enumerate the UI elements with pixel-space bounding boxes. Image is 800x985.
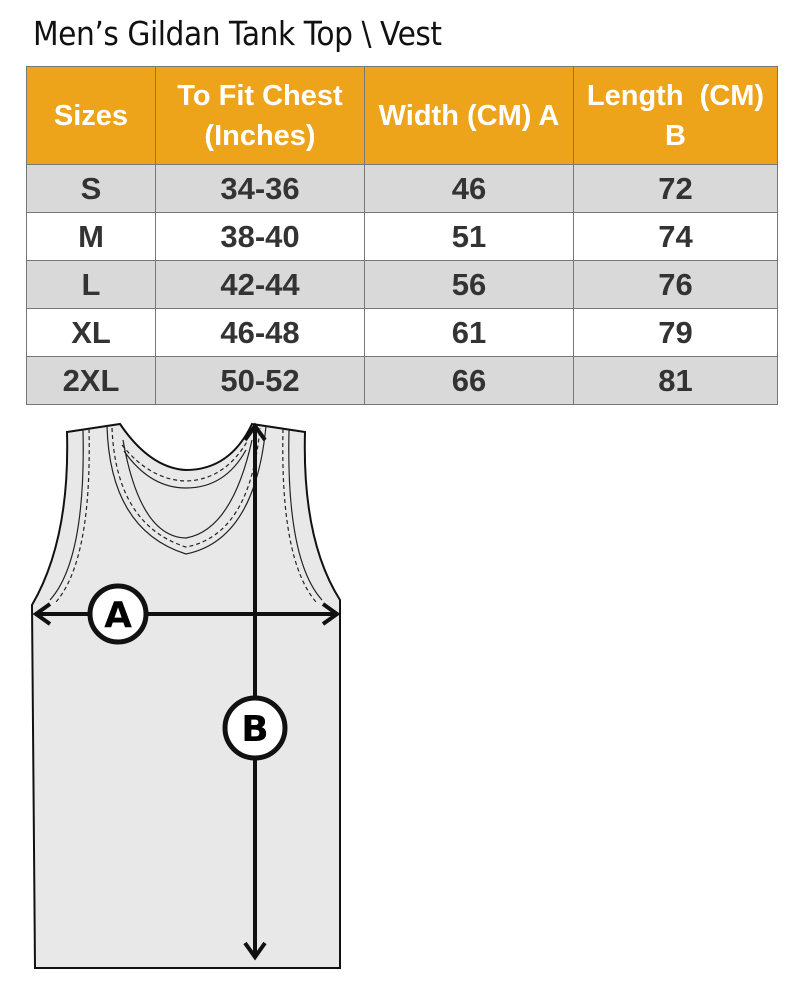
table-row: XL 46-48 61 79 bbox=[26, 308, 778, 357]
cell-chest: 34-36 bbox=[155, 164, 365, 213]
cell-width: 66 bbox=[364, 356, 574, 405]
table-header-row: Sizes To Fit Chest (Inches) Width (CM) A … bbox=[26, 66, 778, 165]
cell-length: 76 bbox=[573, 260, 778, 309]
width-arrow-a bbox=[32, 602, 341, 626]
cell-size: S bbox=[26, 164, 156, 213]
page-title: Men’s Gildan Tank Top \ Vest bbox=[33, 14, 442, 53]
label-b-circle bbox=[222, 695, 288, 761]
header-length: Length (CM) B bbox=[573, 66, 778, 165]
cell-size: XL bbox=[26, 308, 156, 357]
cell-length: 81 bbox=[573, 356, 778, 405]
tank-top-outline bbox=[30, 422, 341, 969]
cell-width: 61 bbox=[364, 308, 574, 357]
label-a: A bbox=[104, 595, 132, 636]
cell-length: 74 bbox=[573, 212, 778, 261]
cell-width: 56 bbox=[364, 260, 574, 309]
cell-size: 2XL bbox=[26, 356, 156, 405]
size-chart-table: Sizes To Fit Chest (Inches) Width (CM) A … bbox=[26, 66, 778, 405]
cell-chest: 46-48 bbox=[155, 308, 365, 357]
cell-chest: 50-52 bbox=[155, 356, 365, 405]
cell-length: 72 bbox=[573, 164, 778, 213]
header-chest: To Fit Chest (Inches) bbox=[155, 66, 365, 165]
cell-width: 51 bbox=[364, 212, 574, 261]
header-width: Width (CM) A bbox=[364, 66, 574, 165]
cell-size: M bbox=[26, 212, 156, 261]
cell-size: L bbox=[26, 260, 156, 309]
cell-chest: 42-44 bbox=[155, 260, 365, 309]
table-row: L 42-44 56 76 bbox=[26, 260, 778, 309]
cell-width: 46 bbox=[364, 164, 574, 213]
table-row: S 34-36 46 72 bbox=[26, 164, 778, 213]
label-b: B bbox=[241, 709, 268, 750]
table-row: 2XL 50-52 66 81 bbox=[26, 356, 778, 405]
length-arrow-b bbox=[243, 422, 267, 961]
label-a-circle bbox=[87, 583, 149, 645]
header-sizes: Sizes bbox=[26, 66, 156, 165]
